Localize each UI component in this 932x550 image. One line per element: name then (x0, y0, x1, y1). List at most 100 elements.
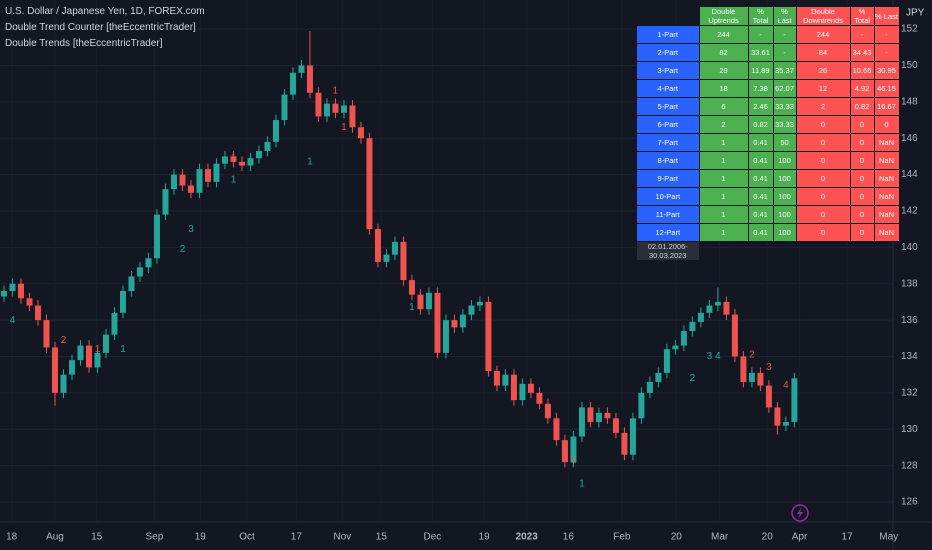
x-tick-label: 17 (842, 532, 854, 543)
trend-marker: 1 (231, 175, 237, 186)
candle-body (553, 418, 560, 441)
candle-body (68, 360, 75, 375)
candle-body (417, 294, 424, 310)
table-cell: 6-Part (636, 115, 700, 134)
candle-body (655, 372, 662, 382)
table-cell: 0 (795, 205, 851, 224)
candle-body (51, 347, 58, 393)
candle-body (442, 320, 449, 353)
candle-body (298, 65, 305, 73)
candle-body (332, 103, 339, 113)
currency-label: JPY (906, 8, 925, 19)
table-cell: 244 (698, 25, 749, 44)
candle-body (731, 314, 738, 357)
candle-body (0, 291, 7, 297)
table-cell: 18 (698, 79, 749, 98)
candle-body (689, 321, 696, 332)
y-tick-label: 132 (901, 388, 918, 399)
table-cell: - (873, 43, 900, 62)
table-row: 5-Part 6 2.46 33.33 2 0.82 16.67 (636, 97, 900, 116)
trend-marker: 1 (409, 302, 415, 313)
indicator-name: Double Trend Counter [theEccentricTrader… (5, 22, 196, 33)
candle-body (740, 356, 747, 382)
table-cell: 0.41 (747, 223, 774, 242)
y-tick-label: 138 (901, 278, 918, 289)
table-row: 3-Part 29 11.89 35.37 26 10.66 30.95 (636, 61, 900, 80)
table-cell: 62.07 (772, 79, 797, 98)
candle-body (621, 432, 628, 455)
table-cell: NaN (873, 169, 900, 188)
table-cell: 100 (772, 223, 797, 242)
table-cell: % Total (747, 6, 774, 26)
x-tick-label: 20 (671, 532, 683, 543)
trend-marker: 1 (231, 153, 237, 164)
x-tick-label: 2023 (516, 532, 539, 543)
table-cell: % Last (873, 6, 900, 26)
table-cell: 16.67 (873, 97, 900, 116)
legend: U.S. Dollar / Japanese Yen, 1D, FOREX.co… (5, 4, 205, 52)
x-tick-label: Mar (711, 532, 729, 543)
y-tick-label: 152 (901, 24, 918, 35)
candle-body (663, 349, 670, 373)
candle-body (706, 305, 713, 313)
candle-body (213, 163, 220, 182)
table-cell: 3-Part (636, 61, 700, 80)
y-tick-label: 140 (901, 242, 918, 253)
candle-body (340, 105, 347, 113)
table-cell: Double Uptrends (698, 6, 749, 26)
trend-marker: 2 (61, 335, 67, 346)
table-cell: 12 (795, 79, 851, 98)
table-cell: 4-Part (636, 79, 700, 98)
table-header: Double Uptrends% Total% Last Double Downt… (637, 6, 900, 26)
table-cell: 1 (698, 151, 749, 170)
candle-body (94, 352, 101, 368)
table-cell: 1 (698, 205, 749, 224)
table-cell: NaN (873, 133, 900, 152)
table-cell: 10.66 (849, 61, 875, 80)
candle-body (60, 374, 67, 393)
table-cell: 2-Part (636, 43, 700, 62)
candle-body (204, 169, 211, 182)
trend-marker: 3 (766, 362, 772, 373)
table-cell: 2 (698, 115, 749, 134)
candle-body (221, 156, 228, 164)
table-cell: 0.41 (747, 133, 774, 152)
table-cell: 02.01.2006-30.03.2023 (636, 241, 700, 261)
candle-body (315, 92, 322, 117)
y-tick-label: 146 (901, 133, 918, 144)
trend-marker: 2 (375, 227, 381, 238)
table-cell: - (772, 25, 797, 44)
candle-body (383, 254, 390, 262)
candle-body (238, 161, 245, 166)
table-cell: 12-Part (636, 223, 700, 242)
candle-body (119, 291, 126, 313)
candle-body (697, 312, 704, 322)
candle-body (43, 320, 50, 348)
table-cell: 10-Part (636, 187, 700, 206)
candle-body (128, 276, 135, 292)
table-cell: 0 (795, 187, 851, 206)
table-cell: 0 (795, 151, 851, 170)
table-cell: NaN (873, 187, 900, 206)
candle-body (629, 418, 636, 455)
table-cell: 2 (795, 97, 851, 116)
trend-marker: 1 (307, 157, 313, 168)
trend-marker: 2 (749, 349, 755, 360)
table-cell: - (772, 43, 797, 62)
table-cell: 46.15 (873, 79, 900, 98)
table-cell: 82 (698, 43, 749, 62)
table-cell: 5-Part (636, 97, 700, 116)
x-tick-label: Aug (46, 532, 64, 543)
trend-marker: 1 (792, 409, 798, 420)
x-tick-label: Sep (146, 532, 164, 543)
table-cell: 7-Part (636, 133, 700, 152)
candle-body (366, 138, 373, 230)
table-cell: 11.89 (747, 61, 774, 80)
candle-body (187, 185, 194, 193)
candle-body (595, 412, 602, 422)
candle-body (9, 283, 16, 292)
candle-body (102, 334, 109, 353)
candle-body (612, 418, 619, 433)
table-cell: 1 (698, 223, 749, 242)
